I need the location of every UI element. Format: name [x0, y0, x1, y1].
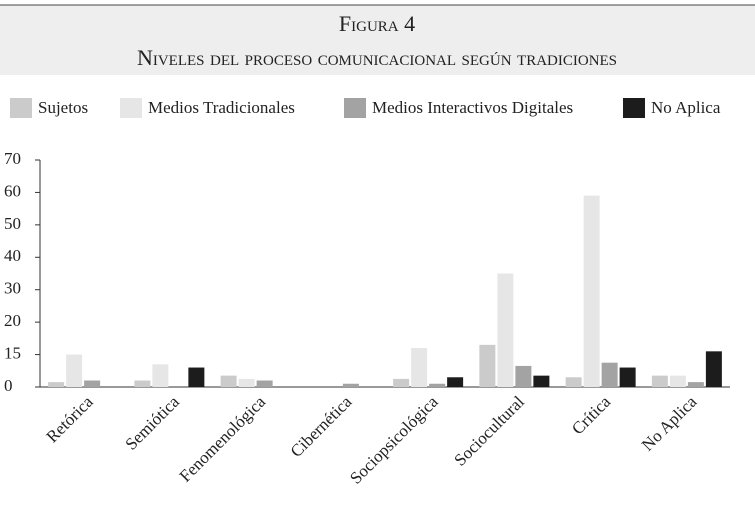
bar — [220, 375, 237, 387]
x-tick-label: Retórica — [43, 392, 97, 446]
x-tick-label: Cibernética — [287, 392, 356, 461]
legend-label: Medios Interactivos Digitales — [372, 98, 573, 117]
bar — [651, 375, 668, 387]
bar — [393, 378, 410, 387]
bar — [238, 378, 255, 387]
bar — [687, 382, 704, 387]
bar — [429, 383, 446, 387]
chart-title: Figura 4 — [339, 11, 415, 36]
y-tick-label: 20 — [4, 311, 21, 330]
legend-swatch — [623, 98, 645, 118]
bar — [583, 195, 600, 387]
bar — [565, 377, 582, 387]
header-band — [0, 5, 755, 75]
legend-label: Sujetos — [38, 98, 88, 117]
bar — [152, 364, 169, 387]
bar — [84, 380, 101, 387]
x-tick-label: Sociocultural — [450, 392, 528, 470]
bar — [705, 351, 722, 387]
x-tick-label: Semiótica — [121, 392, 183, 454]
y-tick-label: 70 — [4, 149, 21, 168]
bar — [66, 354, 83, 387]
y-tick-label: 60 — [4, 181, 21, 200]
bar — [447, 377, 464, 387]
x-tick-label: Fenomenológica — [176, 392, 270, 486]
bar — [134, 380, 151, 387]
bar — [342, 383, 359, 387]
bar — [411, 348, 428, 387]
legend-swatch — [10, 98, 32, 118]
y-tick-label: 15 — [4, 343, 21, 362]
bar — [601, 362, 618, 387]
x-tick-label: Sociopsicológica — [346, 392, 442, 488]
bar — [479, 344, 496, 387]
legend-label: No Aplica — [651, 98, 721, 117]
bar — [188, 367, 205, 387]
legend-label: Medios Tradicionales — [148, 98, 295, 117]
x-tick-label: Crítica — [568, 392, 614, 438]
bar — [256, 380, 273, 387]
bar — [669, 375, 686, 387]
y-tick-label: 40 — [4, 246, 21, 265]
legend-swatch — [120, 98, 142, 118]
bar — [619, 367, 636, 387]
legend-swatch — [344, 98, 366, 118]
y-tick-label: 0 — [4, 376, 13, 395]
bar — [497, 273, 514, 387]
bar — [515, 365, 532, 387]
y-tick-label: 50 — [4, 214, 21, 233]
bar — [48, 382, 65, 387]
x-tick-label: No Aplica — [638, 392, 701, 455]
chart-subtitle: Niveles del proceso comunicacional según… — [137, 45, 617, 70]
bar — [533, 375, 550, 387]
y-tick-label: 30 — [4, 279, 21, 298]
